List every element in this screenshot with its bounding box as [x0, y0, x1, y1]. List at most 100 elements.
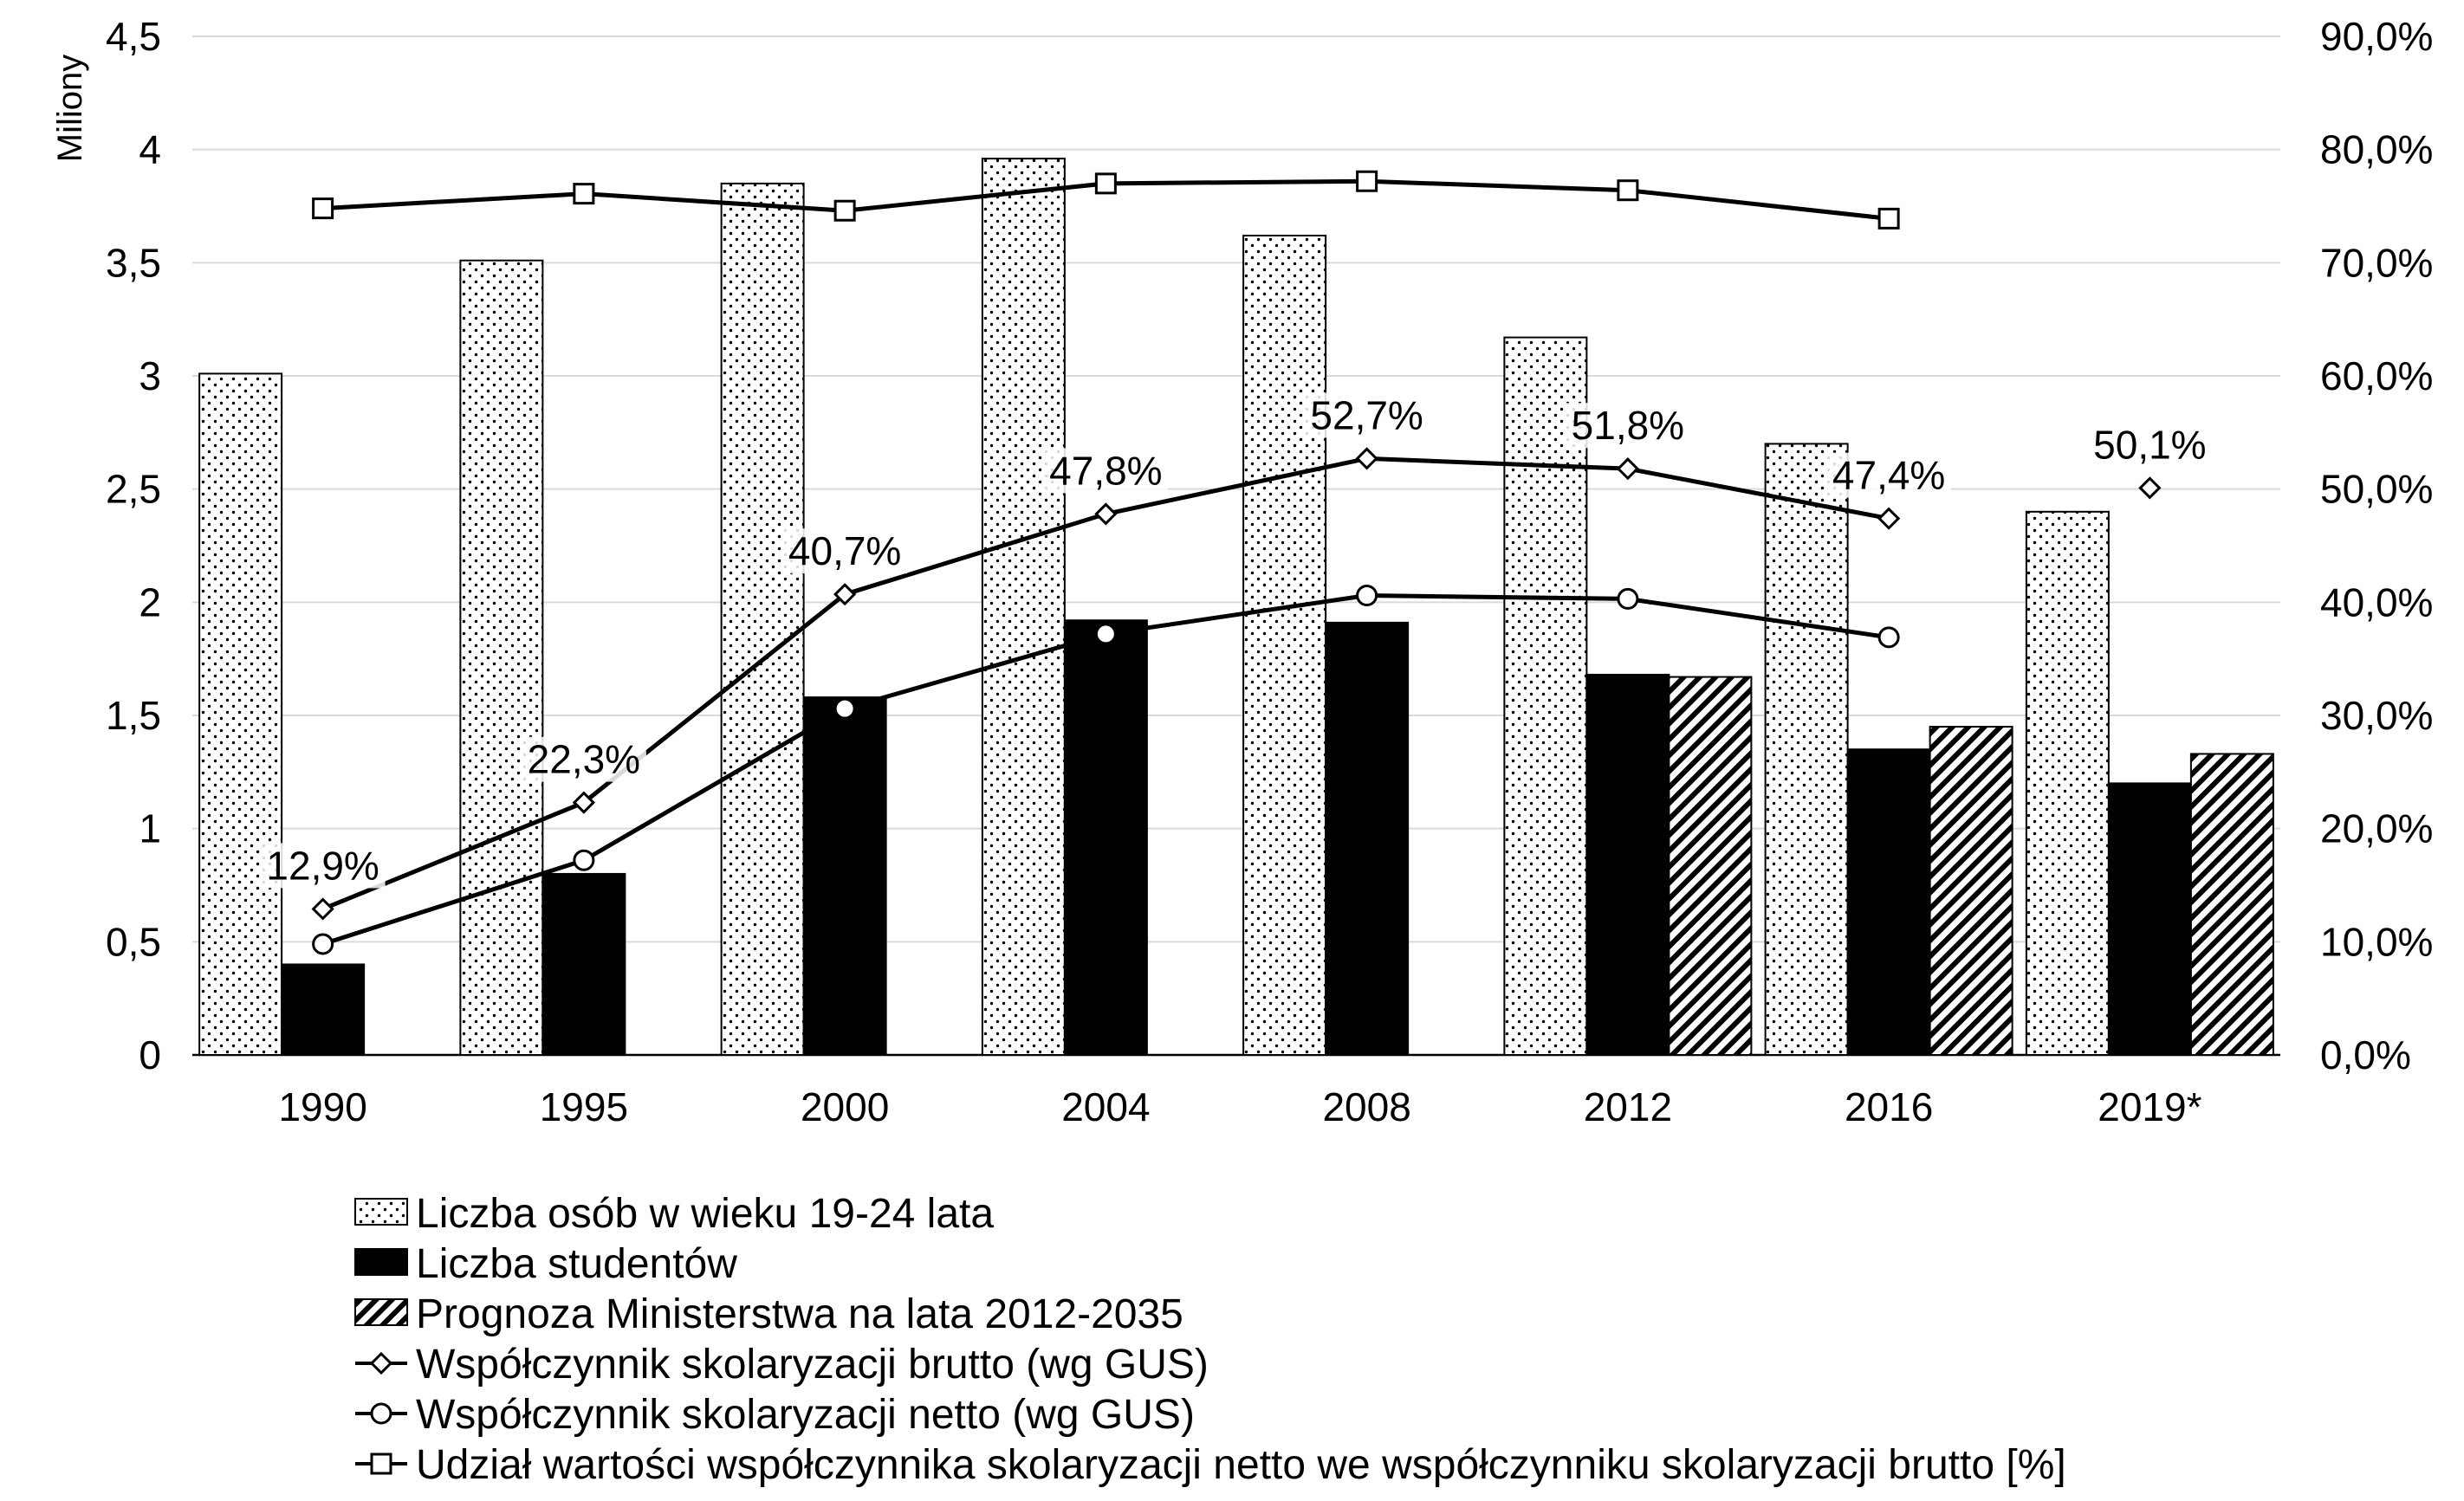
y-tick-label: 4,5 [106, 14, 161, 59]
y2-tick-label: 10,0% [2320, 919, 2433, 964]
data-label-bg [260, 843, 386, 889]
y2-tick-label: 40,0% [2320, 579, 2433, 624]
bar [1503, 336, 1588, 1057]
y-tick-label: 0 [139, 1032, 161, 1077]
y-tick-label: 2,5 [106, 467, 161, 512]
data-label-bg [1304, 392, 1430, 438]
y-tick-label: 3 [139, 353, 161, 398]
bar [198, 372, 283, 1056]
marker-square [370, 1452, 392, 1475]
bar [1668, 676, 1753, 1056]
y-tick-label: 1 [139, 806, 161, 851]
data-label: 52,7% [1310, 392, 1423, 437]
bar [1325, 621, 1410, 1056]
x-tick-label: 2019* [2098, 1084, 2201, 1129]
x-tick-label: 2008 [1322, 1084, 1410, 1129]
x-tick-label: 1995 [540, 1084, 628, 1129]
y-tick-label: 0,5 [106, 919, 161, 964]
y2-tick-label: 70,0% [2320, 240, 2433, 285]
x-tick-label: 2012 [1584, 1084, 1672, 1129]
data-label: 50,1% [2093, 422, 2206, 467]
y2-tick-label: 60,0% [2320, 353, 2433, 398]
bar [459, 259, 544, 1057]
y-axis-left: 0 0,5 1 1,5 2 2,5 3 3,5 4 4,5 [106, 14, 161, 1077]
bar [281, 963, 366, 1057]
legend-label: Prognoza Ministerstwa na lata 2012-2035 [416, 1291, 1183, 1337]
bar [2107, 782, 2192, 1057]
data-label-bg [1565, 403, 1690, 449]
x-tick-label: 2004 [1061, 1084, 1150, 1129]
data-label-bg [521, 736, 646, 782]
y-tick-label: 1,5 [106, 693, 161, 738]
bar [1846, 748, 1931, 1056]
marker-diamond [1877, 507, 1901, 530]
legend-label: Współczynnik skolaryzacji brutto (wg GUS… [416, 1342, 1209, 1388]
marker-circle [833, 697, 856, 720]
legend-swatch [354, 1298, 408, 1326]
marker-diamond [1094, 502, 1118, 526]
legend-item: Liczba studentów [354, 1241, 737, 1287]
marker-circle [573, 849, 595, 871]
bar [541, 872, 626, 1057]
data-labels: 12,9% 22,3% 40,7% 47,8% 52,7% 51,8% 47,4% 50,1% [260, 392, 2213, 889]
y2-tick-label: 30,0% [2320, 693, 2433, 738]
marker-diamond [1355, 447, 1378, 470]
bar [981, 158, 1066, 1056]
bar [1063, 619, 1148, 1056]
y-tick-label: 3,5 [106, 240, 161, 285]
y2-tick-label: 0,0% [2320, 1032, 2411, 1077]
marker-diamond [1616, 457, 1639, 481]
marker-circle [1356, 584, 1378, 606]
x-tick-label: 1990 [278, 1084, 366, 1129]
data-label: 40,7% [788, 528, 901, 573]
bar [802, 696, 887, 1056]
x-tick-label: 2016 [1845, 1084, 1933, 1129]
marker-circle [370, 1402, 392, 1425]
marker-diamond [311, 897, 334, 921]
bars [198, 158, 2274, 1057]
marker-square [1356, 170, 1378, 192]
marker-square [1877, 207, 1900, 230]
marker-diamond [2138, 476, 2162, 500]
legend-swatch [354, 1248, 408, 1276]
data-label-bg [1826, 452, 1952, 498]
series-markers [311, 170, 2162, 955]
data-label: 22,3% [528, 737, 640, 782]
marker-diamond [833, 583, 857, 606]
y2-tick-label: 20,0% [2320, 806, 2433, 851]
y-tick-label: 2 [139, 579, 161, 624]
marker-square [312, 197, 334, 220]
data-label-bg [1043, 448, 1169, 494]
marker-square [1617, 179, 1639, 202]
legend-item: Współczynnik skolaryzacji brutto (wg GUS… [355, 1342, 1209, 1388]
data-label: 47,4% [1832, 453, 1945, 498]
data-label-bg [782, 528, 908, 574]
marker-circle [1617, 587, 1639, 610]
marker-square [833, 199, 856, 222]
legend-label: Współczynnik skolaryzacji netto (wg GUS) [416, 1392, 1195, 1438]
y-axis-title: Miliony [51, 55, 89, 162]
bar [720, 182, 805, 1057]
marker-diamond [572, 791, 595, 814]
legend-label: Udział wartości współczynnika skolaryzac… [416, 1442, 2066, 1488]
data-label: 12,9% [266, 843, 379, 888]
bar [2025, 510, 2110, 1056]
legend-swatch [354, 1198, 408, 1226]
legend-item: Udział wartości współczynnika skolaryzac… [355, 1442, 2066, 1488]
bar [1764, 443, 1849, 1056]
data-label-bg [2087, 422, 2213, 468]
legend-label: Liczba osób w wieku 19-24 lata [416, 1191, 994, 1237]
data-label: 47,8% [1049, 448, 1162, 493]
bar [2189, 753, 2274, 1057]
y2-tick-label: 80,0% [2320, 127, 2433, 172]
marker-circle [1094, 623, 1117, 645]
y2-tick-label: 90,0% [2320, 14, 2433, 59]
legend-item: Współczynnik skolaryzacji netto (wg GUS) [355, 1392, 1195, 1438]
bar [1585, 673, 1670, 1057]
bar [1929, 726, 2013, 1056]
marker-circle [312, 933, 334, 955]
marker-diamond [369, 1351, 393, 1375]
bar [1242, 234, 1327, 1056]
marker-square [1094, 172, 1117, 195]
